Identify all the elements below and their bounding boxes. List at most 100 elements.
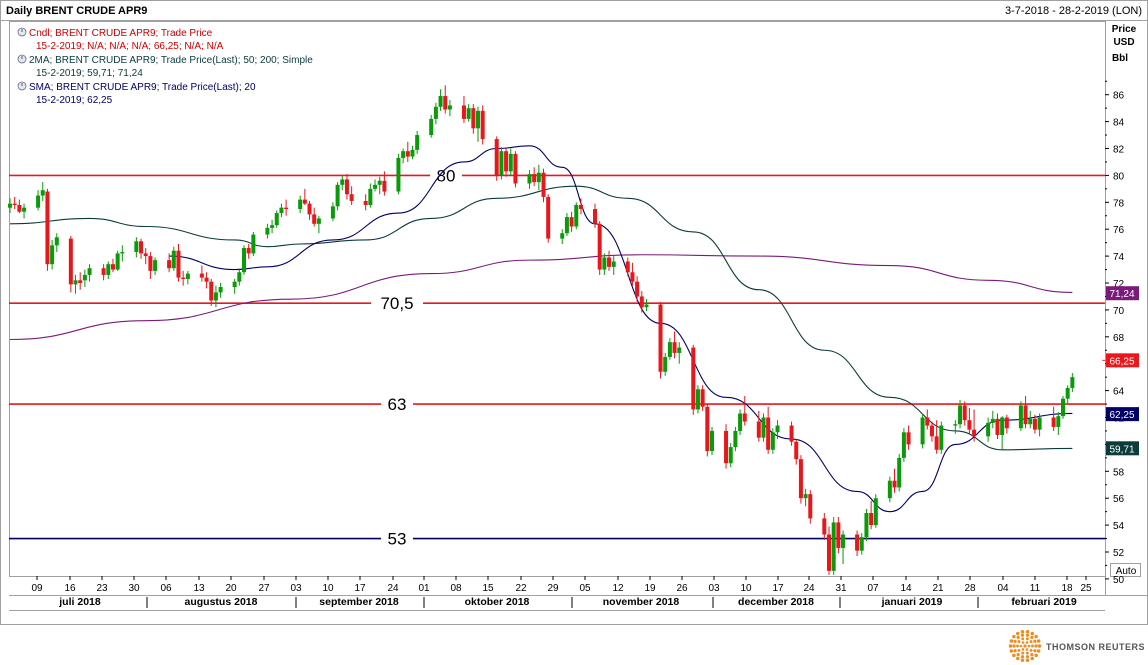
candle-body-26 [176,250,181,278]
candle-body-119 [789,425,794,442]
candle-body-154 [1018,405,1023,429]
candle-body-149 [986,422,991,437]
level-label-1: 70,5 [380,294,413,313]
logo-dot-29 [1033,639,1037,643]
candle-body-63 [415,135,420,150]
legend-label-0: Cndl; BRENT CRUDE APR9; Trade Price [29,28,213,39]
legend-label-1: 2MA; BRENT CRUDE APR9; Trade Price(Last)… [29,55,313,66]
price-axis-title-line2: USD [1113,37,1134,48]
candle-body-52 [344,179,349,195]
date-range: 3-7-2018 - 28-2-2019 (LON) [1005,5,1142,17]
auto-scale-button[interactable] [1110,563,1141,577]
candle-body-130 [859,537,864,551]
y-tick-label-64: 64 [1113,387,1125,398]
logo-dot-8 [1025,651,1029,655]
logo-dot-23 [1012,644,1016,648]
x-tick-label-13: 08 [450,583,462,594]
logo-dot-28 [1030,635,1034,639]
level-label-2: 63 [388,395,407,414]
logo-dot-3 [1019,644,1023,648]
logo-dot-14 [1025,637,1029,641]
logo-dot-26 [1020,633,1025,637]
x-tick-label-4: 06 [160,583,172,594]
logo-dot-35 [1020,658,1025,663]
ma-line-1 [9,254,1073,341]
candle-body-29 [199,273,204,278]
logo-dot-7 [1029,648,1033,652]
candle-body-13 [87,268,92,275]
candle-body-30 [204,277,209,282]
candle-body-43 [284,207,289,210]
candle-body-140 [925,417,930,426]
logo-dot-1 [1025,648,1029,651]
candle-body-138 [906,432,911,445]
logo-dot-31 [1036,649,1041,653]
candle-body-21 [143,253,148,257]
candle-body-101 [667,342,672,357]
x-tick-label-25: 31 [835,583,847,594]
logo-dot-37 [1012,653,1016,658]
candle-body-120 [794,441,799,460]
logo-dot-13 [1021,637,1025,641]
candle-body-102 [672,342,677,353]
x-tick-label-31: 11 [1030,583,1041,594]
candle-body-66 [438,96,443,107]
candle-body-22 [148,256,153,271]
logo-dot-11 [1016,644,1019,648]
level-label-bg-3 [381,528,413,549]
candle-body-33 [218,287,223,293]
month-label-5: december 2018 [738,596,814,608]
candle-body-34 [232,281,237,288]
candle-body-37 [246,248,251,254]
candle-body-64 [429,118,434,136]
candle-body-23 [153,260,158,271]
candle-body-144 [953,424,958,426]
x-tick-label-1: 16 [64,583,76,594]
price-axis-title-line1: Price [1112,24,1137,35]
month-label-3: oktober 2018 [465,596,530,608]
candle-body-126 [831,522,836,571]
month-label-1: augustus 2018 [185,596,258,608]
candle-body-38 [251,234,256,254]
candle-body-105 [695,389,700,410]
logo-dot-39 [1008,644,1013,648]
logo-dot-15 [1029,640,1033,644]
candle-body-18 [120,252,125,254]
x-tick-label-24: 24 [803,583,815,594]
candle-body-55 [368,188,373,205]
logo-dot-42 [1016,631,1020,636]
candle-body-136 [897,457,902,488]
price-axis-title-line3: Bbl [1112,53,1128,64]
candle-body-97 [639,296,644,308]
logo-dot-41 [1012,634,1016,639]
candle-body-104 [691,347,696,410]
candle-body-146 [962,405,967,421]
candle-body-111 [733,430,738,448]
candle-body-109 [724,430,729,464]
candle-body-93 [611,261,616,267]
y-tick-label-56: 56 [1113,494,1125,505]
auto-scale-label: Auto [1116,566,1137,577]
candle-body-139 [920,417,925,445]
logo-dot-2 [1021,648,1025,651]
candle-body-76 [504,151,509,172]
x-tick-label-8: 03 [290,583,302,594]
candle-body-83 [546,196,551,239]
candle-body-145 [958,405,963,425]
candle-body-39 [265,227,270,235]
logo-dot-9 [1021,651,1025,655]
candle-body-88 [578,204,583,210]
y-tick-label-58: 58 [1113,467,1125,478]
candle-body-158 [1037,417,1042,430]
logo-dot-24 [1013,639,1017,643]
candle-body-46 [307,203,312,215]
candle-body-17 [115,253,120,270]
candle-body-159 [1051,417,1056,427]
x-tick-label-20: 26 [676,583,688,594]
logo-dot-38 [1009,649,1014,653]
y-tick-label-70: 70 [1113,306,1125,317]
price-badge-2 [1106,407,1139,422]
candle-body-14 [101,268,106,275]
level-label-0: 80 [437,166,456,185]
logo-dot-5 [1025,641,1029,644]
